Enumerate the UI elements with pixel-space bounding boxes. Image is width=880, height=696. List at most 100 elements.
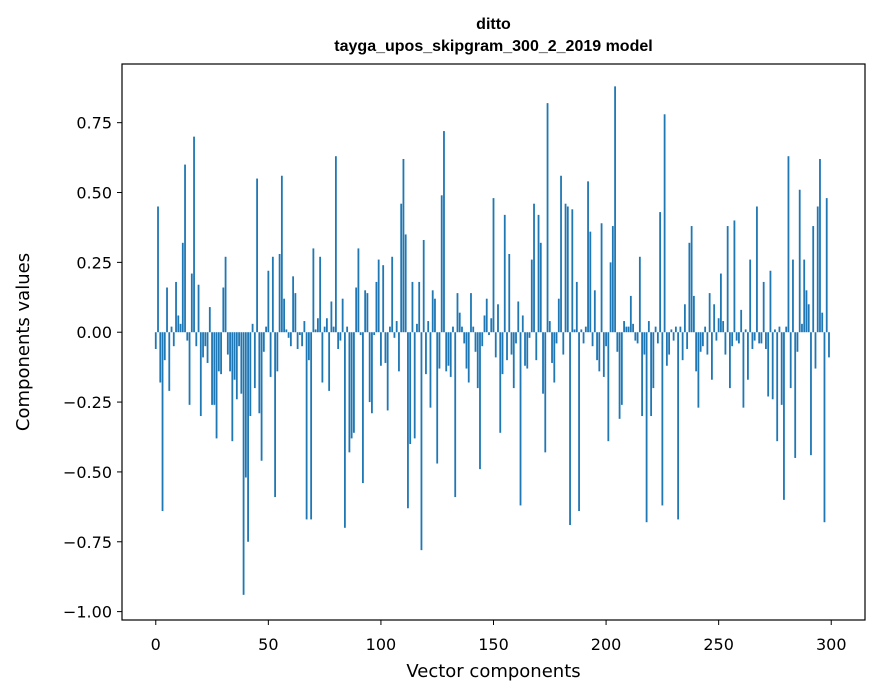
y-tick-label: −1.00 (63, 603, 112, 622)
bar (431, 290, 434, 333)
bar (467, 332, 470, 383)
bar (512, 332, 515, 389)
x-axis-ticks: 0 50 100 150 200 250 300 (151, 620, 847, 654)
bar (298, 332, 301, 336)
bar (573, 329, 576, 333)
bar (807, 304, 810, 333)
bar (377, 259, 380, 333)
bar (596, 332, 598, 361)
bar (767, 332, 770, 397)
bar (265, 326, 267, 333)
bar (474, 332, 477, 352)
bar (222, 287, 225, 333)
bar (692, 295, 695, 333)
bar (479, 332, 481, 470)
bar (771, 332, 774, 400)
bar (161, 332, 164, 512)
bar (193, 136, 195, 333)
y-axis-ticks: −1.00 −0.75 −0.50 −0.25 0.00 0.25 0.50 0.75 (63, 114, 122, 622)
bar (785, 326, 788, 333)
bar (503, 214, 506, 333)
x-tick-label: 100 (366, 635, 397, 654)
bar (170, 326, 173, 333)
bar (258, 332, 261, 414)
bar (181, 242, 184, 333)
bar (199, 332, 202, 417)
bar (711, 332, 713, 380)
bar (276, 332, 279, 372)
bar (551, 332, 553, 363)
bar (677, 332, 680, 520)
bar (251, 323, 254, 333)
bar (602, 332, 605, 377)
bar (517, 301, 520, 333)
bar (641, 332, 643, 417)
bar (242, 332, 245, 595)
bar (359, 332, 362, 336)
y-axis-label: Components values (13, 253, 34, 431)
bar (652, 332, 655, 389)
bar (798, 189, 801, 333)
bar (325, 318, 328, 333)
bar (521, 315, 524, 333)
bar (816, 206, 819, 333)
x-tick-label: 300 (816, 635, 847, 654)
bar (305, 332, 308, 520)
bar (625, 326, 628, 333)
bar (681, 332, 684, 361)
bar (821, 312, 824, 333)
bar (501, 332, 504, 375)
bar (519, 332, 522, 506)
bar (589, 231, 592, 333)
chart-subtitle: tayga_upos_skipgram_300_2_2019 model (334, 38, 652, 55)
bar (794, 332, 797, 458)
bar (244, 332, 247, 478)
x-tick-label: 50 (258, 635, 278, 654)
bar (211, 332, 213, 405)
bar (235, 332, 238, 400)
bar (195, 332, 198, 347)
x-tick-label: 150 (478, 635, 509, 654)
bar (643, 332, 646, 355)
bar (571, 209, 574, 333)
bar (796, 332, 799, 352)
bar (362, 332, 364, 484)
bar (380, 332, 382, 366)
bar (632, 323, 634, 333)
bar (492, 198, 495, 333)
bar (823, 332, 826, 523)
bar (269, 332, 272, 377)
bar (443, 131, 445, 333)
bar (548, 321, 551, 333)
bar (566, 206, 569, 333)
bar (783, 332, 785, 500)
bar (267, 270, 270, 333)
bar (177, 315, 180, 333)
bar (393, 332, 396, 338)
bar (319, 256, 322, 333)
bar (420, 332, 423, 551)
bar (650, 332, 653, 417)
bar (190, 273, 193, 333)
bar (701, 332, 704, 347)
bar (229, 332, 231, 372)
bar (663, 114, 666, 333)
bar (429, 332, 432, 408)
bar (735, 332, 738, 341)
bar (445, 332, 448, 372)
bar (526, 332, 529, 369)
bar (206, 332, 209, 363)
bar (418, 281, 421, 333)
bar (672, 332, 675, 341)
bar (253, 332, 256, 389)
bar (780, 332, 783, 405)
bar (384, 332, 387, 363)
bar (400, 203, 403, 333)
bar (828, 332, 830, 358)
bar (452, 326, 454, 333)
bar (591, 332, 594, 347)
y-tick-label: −0.50 (63, 463, 112, 482)
bar (659, 212, 662, 333)
bar (776, 332, 779, 442)
bar (368, 332, 371, 403)
